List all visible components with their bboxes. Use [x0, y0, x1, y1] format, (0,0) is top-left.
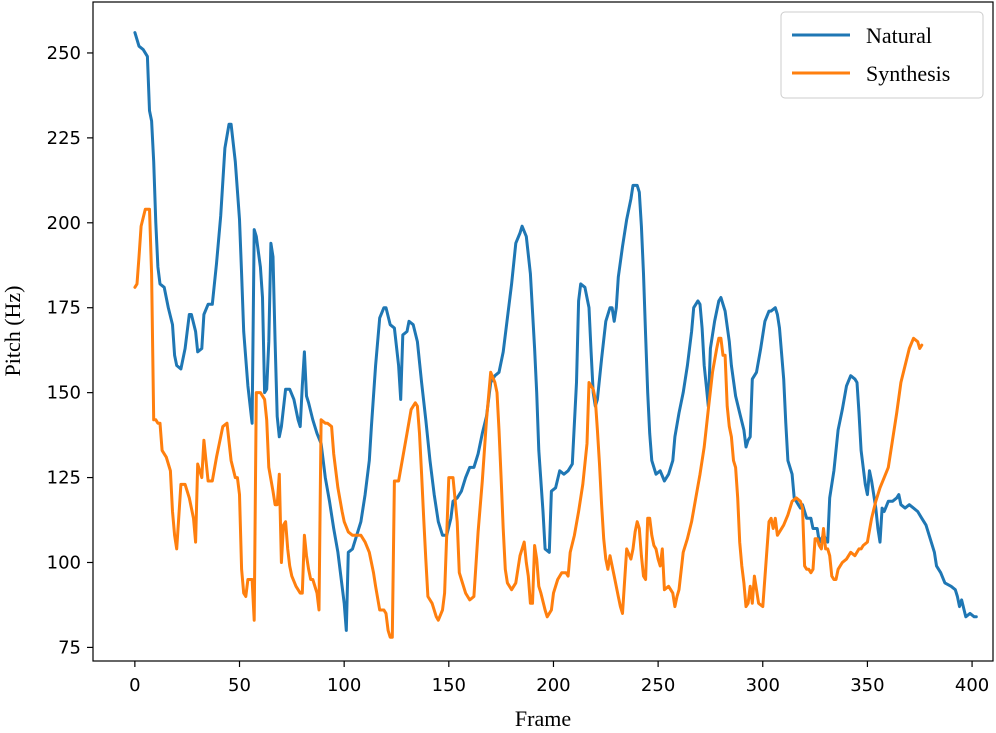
legend-label-synthesis: Synthesis [866, 61, 950, 86]
x-tick-label: 350 [850, 675, 884, 696]
x-tick-label: 300 [746, 675, 780, 696]
series-layer [133, 31, 978, 639]
x-tick-label: 0 [129, 675, 140, 696]
x-tick-label: 400 [955, 675, 989, 696]
series-line-synthesis [133, 207, 924, 639]
y-tick-label: 100 [47, 552, 81, 573]
x-axis-label: Frame [515, 706, 571, 731]
y-tick-label: 200 [47, 213, 81, 234]
y-tick-label: 225 [47, 128, 81, 149]
legend-label-natural: Natural [866, 23, 932, 48]
x-tick-label: 100 [327, 675, 361, 696]
legend: Natural Synthesis [780, 11, 984, 99]
x-tick-label: 50 [228, 675, 251, 696]
y-tick-label: 250 [47, 43, 81, 64]
x-tick-label: 200 [536, 675, 570, 696]
ticks-layer: 0 50 100 150 200 250 300 350 400 75 100 125 150 175 20… [47, 43, 990, 696]
y-tick-label: 75 [58, 637, 81, 658]
x-tick-label: 250 [641, 675, 675, 696]
y-tick-label: 150 [47, 383, 81, 404]
y-tick-label: 125 [47, 468, 81, 489]
y-tick-label: 175 [47, 298, 81, 319]
series-line-natural [133, 31, 978, 632]
y-axis-label: Pitch (Hz) [0, 285, 25, 376]
x-tick-label: 150 [432, 675, 466, 696]
plot-frame [92, 1, 994, 662]
